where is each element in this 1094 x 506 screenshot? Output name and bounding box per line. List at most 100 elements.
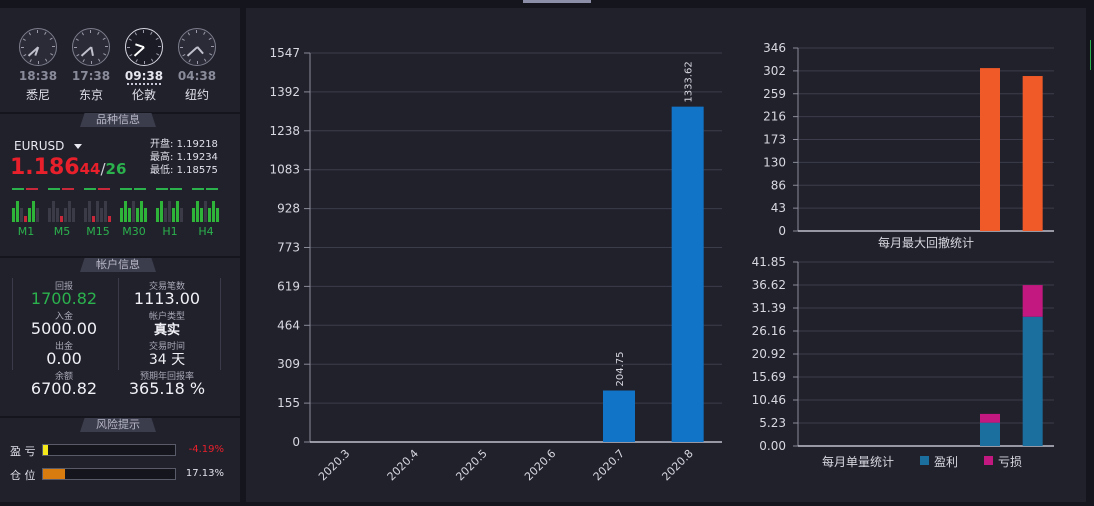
clock-tick (23, 54, 27, 57)
y-tick-label: 1238 (269, 124, 300, 138)
timeframe-label[interactable]: H4 (198, 225, 214, 238)
clock-tick (188, 59, 191, 63)
clock-tick (105, 46, 108, 47)
active-clock-indicator (127, 83, 161, 85)
clock-tick (155, 37, 159, 40)
signal-bar (168, 201, 171, 222)
position-label: 仓 位 (10, 469, 36, 482)
signal-bar (204, 201, 207, 222)
y-tick-label: 43 (771, 201, 786, 215)
y-tick-label: 86 (771, 178, 786, 192)
signal-bar (140, 201, 143, 222)
signal-bar (72, 208, 75, 222)
x-tick-label: 2020.4 (385, 447, 421, 483)
symbol-selector[interactable]: EURUSD (14, 139, 83, 153)
clock-tick (150, 31, 153, 35)
timeframe-label[interactable]: H1 (162, 225, 178, 238)
divider (118, 278, 119, 370)
signal-header (12, 188, 24, 190)
signal-bar (136, 208, 139, 222)
trades-value: 1113.00 (133, 289, 201, 308)
clock-tick (129, 54, 133, 57)
timeframe-signal-icon (48, 188, 76, 222)
clock-tick (209, 53, 213, 56)
clock-tick (143, 30, 144, 33)
timeframe-label[interactable]: M15 (86, 225, 110, 238)
clock-tick (29, 59, 32, 63)
timeframe-label[interactable]: M30 (122, 225, 146, 238)
chevron-down-icon (74, 144, 83, 149)
clock-time: 17:38 (71, 69, 111, 83)
data-label: 204.75 (615, 352, 626, 387)
clock-icon (72, 28, 110, 66)
signal-bar (128, 208, 131, 222)
divider (0, 256, 242, 258)
signal-bar (160, 201, 163, 222)
clock-tick (197, 61, 198, 64)
signal-header (120, 188, 132, 190)
signal-bar (64, 208, 67, 222)
bar-profit (980, 422, 1000, 446)
deposit-label: 入金 (54, 312, 73, 322)
clock-tick (196, 30, 197, 33)
timeframe-signal-icon (12, 188, 40, 222)
clock-tick (81, 32, 84, 36)
top-tab-indicator[interactable] (523, 0, 591, 3)
y-tick-label: 26.16 (752, 324, 786, 338)
timeframe-signal-icon (192, 188, 220, 222)
y-tick-label: 259 (763, 87, 786, 101)
clock-tick (21, 47, 24, 48)
clock-minute-hand (186, 46, 198, 57)
x-tick-label: 2020.5 (453, 447, 489, 483)
legend-label-loss: 亏损 (998, 455, 1022, 469)
y-tick-label: 1083 (269, 163, 300, 177)
position-bar-fill (43, 469, 66, 479)
withdraw-label: 出金 (54, 342, 73, 352)
y-tick-label: 1547 (269, 46, 300, 60)
high-value: 1.19234 (176, 152, 218, 163)
x-tick-label: 2020.3 (316, 447, 352, 483)
clock-tick (211, 46, 214, 47)
balance-label: 余额 (54, 372, 73, 382)
clock-tick (102, 37, 106, 40)
low-value: 1.18575 (176, 165, 218, 176)
clock-tick (38, 61, 39, 64)
y-tick-label: 1392 (269, 85, 300, 99)
y-tick-label: 155 (277, 396, 300, 410)
signal-bar (132, 201, 135, 222)
signal-bar (84, 208, 87, 222)
timeframe-label[interactable]: M1 (17, 225, 35, 238)
y-tick-label: 216 (763, 110, 786, 124)
clock-tick (97, 31, 100, 35)
timeframe-label[interactable]: M5 (53, 225, 71, 238)
clock-tick (127, 47, 130, 48)
clock-tick (151, 58, 154, 62)
profit-value: 1700.82 (30, 289, 98, 308)
signal-bar (176, 201, 179, 222)
bar-profit (1022, 316, 1043, 446)
clock-tick (49, 37, 53, 40)
timeframe-signal-icon (84, 188, 112, 222)
balance-value: 6700.82 (30, 379, 98, 398)
x-tick-label: 2020.8 (659, 447, 695, 483)
y-tick-label: 464 (277, 318, 300, 332)
y-tick-label: 15.69 (752, 370, 786, 384)
signal-bar (192, 208, 195, 222)
bar (603, 390, 635, 442)
signal-bar (96, 201, 99, 222)
signal-bar (100, 208, 103, 222)
clock-time: 04:38 (177, 69, 217, 83)
divider (220, 278, 221, 370)
signal-bar (52, 201, 55, 222)
annual-return-label: 预期年回报率 (139, 372, 194, 382)
clock-tick (52, 46, 55, 47)
clock-minute-hand (80, 46, 92, 57)
clock-tick (103, 53, 107, 56)
clock-tick (204, 58, 207, 62)
signal-header (62, 188, 74, 190)
position-bar (42, 468, 176, 480)
clock-tick (28, 32, 31, 36)
signal-bar (20, 208, 23, 222)
clock-tick (75, 38, 79, 41)
x-tick-label: 2020.7 (591, 447, 627, 483)
